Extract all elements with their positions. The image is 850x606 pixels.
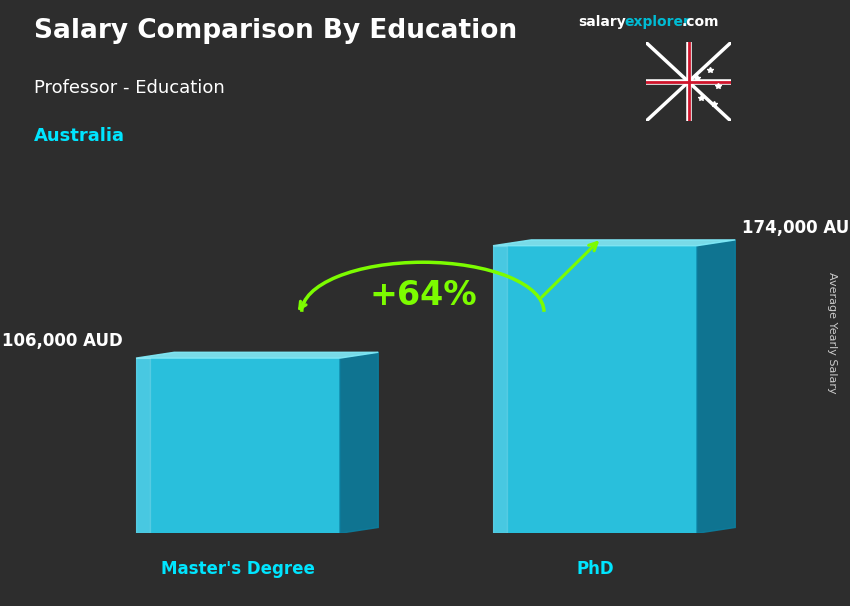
Polygon shape	[493, 240, 735, 245]
Polygon shape	[697, 240, 735, 533]
Text: Australia: Australia	[34, 127, 125, 145]
Text: Professor - Education: Professor - Education	[34, 79, 224, 97]
Text: salary: salary	[578, 15, 626, 29]
Text: Salary Comparison By Education: Salary Comparison By Education	[34, 18, 517, 44]
Text: Average Yearly Salary: Average Yearly Salary	[827, 273, 837, 394]
Polygon shape	[136, 352, 378, 358]
Text: Master's Degree: Master's Degree	[161, 560, 315, 578]
Text: 174,000 AUD: 174,000 AUD	[741, 219, 850, 238]
Text: 106,000 AUD: 106,000 AUD	[3, 332, 123, 350]
Text: .com: .com	[682, 15, 719, 29]
Polygon shape	[493, 245, 507, 533]
Text: +64%: +64%	[369, 279, 477, 312]
Text: PhD: PhD	[576, 560, 614, 578]
Polygon shape	[340, 352, 378, 533]
Bar	[136, 358, 340, 533]
Text: explorer: explorer	[625, 15, 690, 29]
Polygon shape	[136, 358, 150, 533]
Bar	[493, 245, 697, 533]
